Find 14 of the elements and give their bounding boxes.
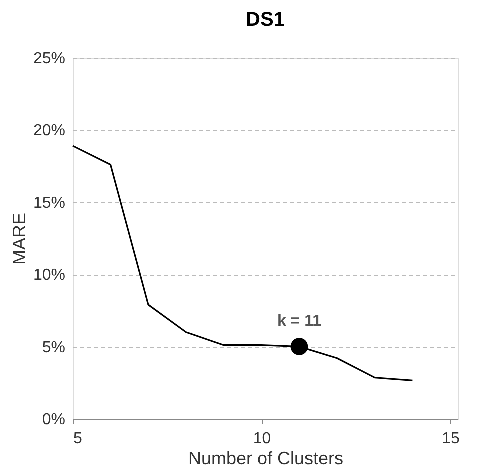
y-axis-title: MARE (9, 212, 30, 266)
annotation: k = 11 (277, 312, 322, 330)
y-tick-label: 10% (33, 267, 66, 284)
x-tick-label: 15 (442, 430, 460, 448)
line-series (72, 145, 414, 382)
y-tick-label: 0% (42, 412, 66, 428)
x-tick-label: 10 (253, 430, 272, 448)
x-axis-title: Number of Clusters (188, 448, 344, 468)
chart-title: DS1 (246, 9, 285, 31)
y-tick-label: 5% (42, 339, 66, 356)
y-tick-label: 15% (33, 194, 66, 212)
x-tick-label: 5 (74, 430, 82, 448)
y-tick-label: 20% (33, 122, 66, 140)
y-tick-label: 25% (33, 50, 66, 68)
